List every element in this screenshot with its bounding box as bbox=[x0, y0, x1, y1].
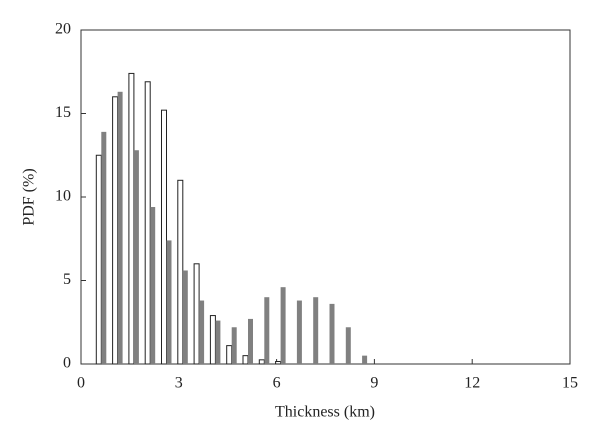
bar bbox=[231, 327, 237, 364]
bar bbox=[101, 131, 107, 364]
bar bbox=[128, 72, 135, 365]
bar bbox=[161, 109, 167, 365]
y-tick-label: 0 bbox=[63, 355, 71, 372]
x-axis-label: Thickness (km) bbox=[275, 404, 375, 421]
bar bbox=[177, 179, 184, 365]
bar bbox=[275, 360, 282, 365]
bar bbox=[345, 327, 351, 364]
bar bbox=[280, 287, 286, 364]
x-tick-label: 15 bbox=[562, 375, 578, 392]
bar bbox=[166, 240, 172, 364]
y-tick-label: 10 bbox=[55, 188, 71, 205]
bar bbox=[117, 91, 123, 364]
bar bbox=[313, 297, 319, 364]
x-tick-label: 6 bbox=[273, 375, 281, 392]
bar bbox=[150, 207, 156, 364]
bar bbox=[182, 270, 188, 364]
x-tick-label: 9 bbox=[370, 375, 378, 392]
bar bbox=[144, 81, 151, 365]
bar bbox=[193, 263, 200, 365]
bar bbox=[133, 150, 139, 364]
bar bbox=[258, 359, 265, 365]
bar bbox=[248, 318, 253, 364]
y-tick-label: 20 bbox=[55, 21, 71, 38]
bar bbox=[95, 154, 102, 365]
bar bbox=[215, 320, 221, 364]
bar bbox=[112, 96, 119, 365]
bar bbox=[296, 300, 302, 364]
bar bbox=[329, 303, 335, 364]
x-tick-label: 12 bbox=[464, 375, 480, 392]
y-tick-label: 15 bbox=[55, 104, 71, 121]
x-tick-label: 3 bbox=[175, 375, 183, 392]
bar bbox=[199, 300, 205, 364]
y-tick-label: 5 bbox=[63, 271, 71, 288]
bar bbox=[209, 315, 216, 365]
bar bbox=[362, 355, 368, 364]
bar bbox=[226, 345, 233, 365]
y-axis-label: PDF (%) bbox=[21, 168, 38, 225]
x-tick-label: 0 bbox=[77, 375, 85, 392]
bar bbox=[264, 297, 270, 364]
bar bbox=[242, 355, 249, 365]
